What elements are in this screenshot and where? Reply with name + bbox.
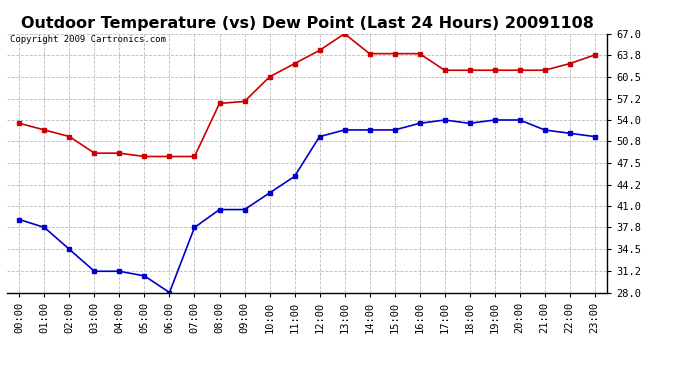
Title: Outdoor Temperature (vs) Dew Point (Last 24 Hours) 20091108: Outdoor Temperature (vs) Dew Point (Last… xyxy=(21,16,593,31)
Text: Copyright 2009 Cartronics.com: Copyright 2009 Cartronics.com xyxy=(10,35,166,44)
